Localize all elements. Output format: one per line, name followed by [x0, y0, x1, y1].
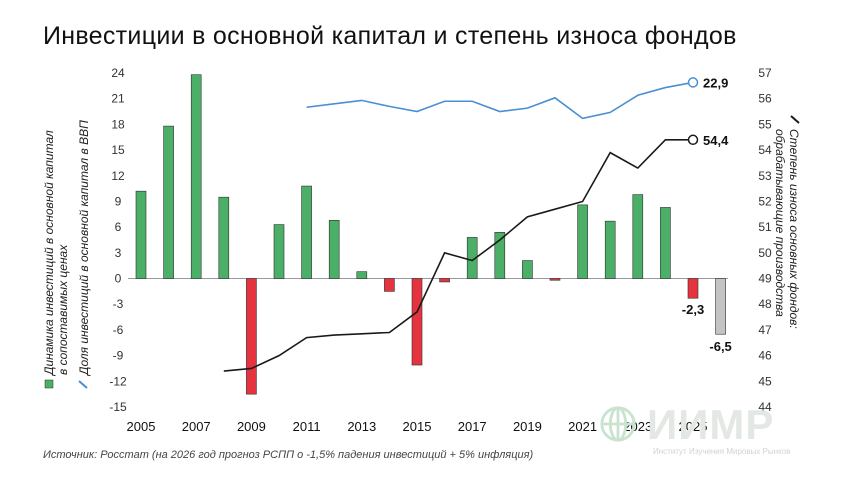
x-tick-label: 2017: [458, 419, 487, 434]
right-tick-label: 48: [758, 297, 772, 311]
left-tick-label: -6: [113, 323, 124, 337]
right-tick-label: 44: [758, 400, 772, 414]
source-note: Источник: Росстат (на 2026 год прогноз Р…: [43, 449, 534, 461]
investment-bar: [246, 278, 257, 395]
x-tick-label: 2007: [182, 419, 211, 434]
investment-2025-label: -2,3: [682, 302, 704, 317]
chart-labels: 22,9 54,4 -2,3 -6,5 Динамика инвестиций в ос…: [42, 75, 801, 389]
investment-bar: [494, 231, 506, 279]
bars-legend-swatch: [44, 379, 54, 389]
left-tick-label: 6: [115, 220, 122, 234]
right-tick-label: 54: [758, 143, 772, 157]
investment-bar: [411, 278, 423, 366]
wear-degree-legend-label-line1: Степень износа основных фондов:: [787, 129, 801, 329]
bars-legend-label-line1: Динамика инвестиций в основной капитал: [42, 130, 56, 377]
right-tick-label: 45: [758, 374, 772, 388]
gdp-share-end-marker: [687, 77, 699, 88]
x-tick-label: 2019: [513, 419, 542, 434]
left-tick-label: -12: [109, 374, 127, 388]
gdp-share-legend-label: Доля инвестиций в основной капитал в ВВП: [77, 120, 91, 377]
investment-bar: [218, 196, 230, 279]
gdp-share-legend: Доля инвестиций в основной капитал в ВВП: [77, 120, 91, 389]
right-tick-label: 49: [758, 272, 772, 286]
right-tick-label: 47: [758, 323, 772, 337]
investment-bar: [356, 271, 368, 279]
right-tick-label: 51: [758, 220, 772, 234]
chart-axes: 24 21 18 15 12 9 6 3 0 -3 -6 -9 -12 -15 57 56 55 54 53 52 51…: [109, 66, 772, 434]
investment-bar: [163, 125, 174, 279]
right-tick-label: 50: [758, 246, 772, 260]
investment-bar: [687, 278, 699, 299]
bars-legend-label-line2: в сопоставимых ценах: [56, 244, 70, 375]
investment-2026-label: -6,5: [709, 339, 731, 354]
investment-bars: [135, 74, 726, 395]
left-tick-label: 12: [111, 169, 125, 183]
right-tick-label: 46: [758, 349, 772, 363]
gdp-share-legend-swatch: [78, 380, 88, 389]
x-tick-label: 2013: [347, 419, 376, 434]
x-tick-label: 2009: [237, 419, 266, 434]
investment-bar: [466, 237, 478, 279]
wear-degree-legend-swatch: [790, 115, 800, 124]
investment-bar: [522, 260, 533, 279]
investment-bar: [273, 224, 285, 279]
right-tick-label: 52: [758, 194, 772, 208]
left-tick-label: -9: [113, 349, 124, 363]
investment-bar: [660, 207, 671, 279]
investment-bar: [577, 204, 588, 279]
globe-icon: [600, 406, 636, 442]
x-tick-label: 2021: [568, 419, 597, 434]
left-tick-label: 15: [111, 143, 125, 157]
right-tick-label: 56: [758, 92, 772, 106]
logo-wordmark: ИИМР: [647, 401, 775, 448]
investment-bar: [301, 185, 312, 279]
investment-bar: [549, 278, 561, 281]
wear-degree-end-marker: [687, 134, 699, 146]
left-tick-label: 21: [111, 92, 125, 106]
chart-canvas: 24 21 18 15 12 9 6 3 0 -3 -6 -9 -12 -15 57 56 55 54 53 52 51…: [42, 66, 801, 434]
left-tick-label: 24: [111, 66, 125, 80]
investment-bar: [632, 194, 644, 279]
right-tick-label: 57: [758, 66, 772, 80]
chart-title: Инвестиции в основной капитал и степень …: [43, 22, 737, 50]
investment-bar: [384, 278, 395, 292]
gdp-share-value-label: 22,9: [703, 75, 728, 90]
left-tick-label: 9: [115, 194, 122, 208]
wear-degree-legend-label-line2: обрабатывающие производства: [773, 129, 787, 317]
wear-degree-line: [223, 139, 693, 372]
wear-degree-legend: Степень износа основных фондов:обрабатыв…: [773, 115, 801, 329]
gdp-share-line: [306, 81, 694, 120]
left-tick-label: -15: [109, 400, 127, 414]
investment-bar: [715, 278, 726, 335]
x-tick-label: 2011: [293, 419, 321, 434]
wear-degree-value-label: 54,4: [703, 133, 729, 148]
left-tick-label: 18: [111, 117, 125, 131]
left-tick-label: 0: [115, 272, 122, 286]
left-tick-label: -3: [113, 297, 124, 311]
investment-bar: [604, 220, 616, 279]
investment-bar: [190, 74, 202, 279]
right-tick-label: 53: [758, 169, 772, 183]
investment-bar: [328, 220, 340, 279]
investment-bar: [439, 278, 450, 283]
logo: ИИМР Институт Изучения Мировых Рынков: [595, 401, 825, 463]
logo-subtitle: Институт Изучения Мировых Рынков: [653, 447, 791, 456]
x-tick-label: 2015: [403, 419, 432, 434]
x-tick-label: 2025: [679, 419, 708, 434]
x-tick-label: 2005: [127, 419, 156, 434]
bars-legend: Динамика инвестиций в основной капитал в …: [42, 130, 70, 389]
investment-bar: [135, 190, 147, 279]
chart-lines: [223, 77, 699, 372]
right-tick-label: 55: [758, 117, 772, 131]
left-tick-label: 3: [115, 246, 122, 260]
